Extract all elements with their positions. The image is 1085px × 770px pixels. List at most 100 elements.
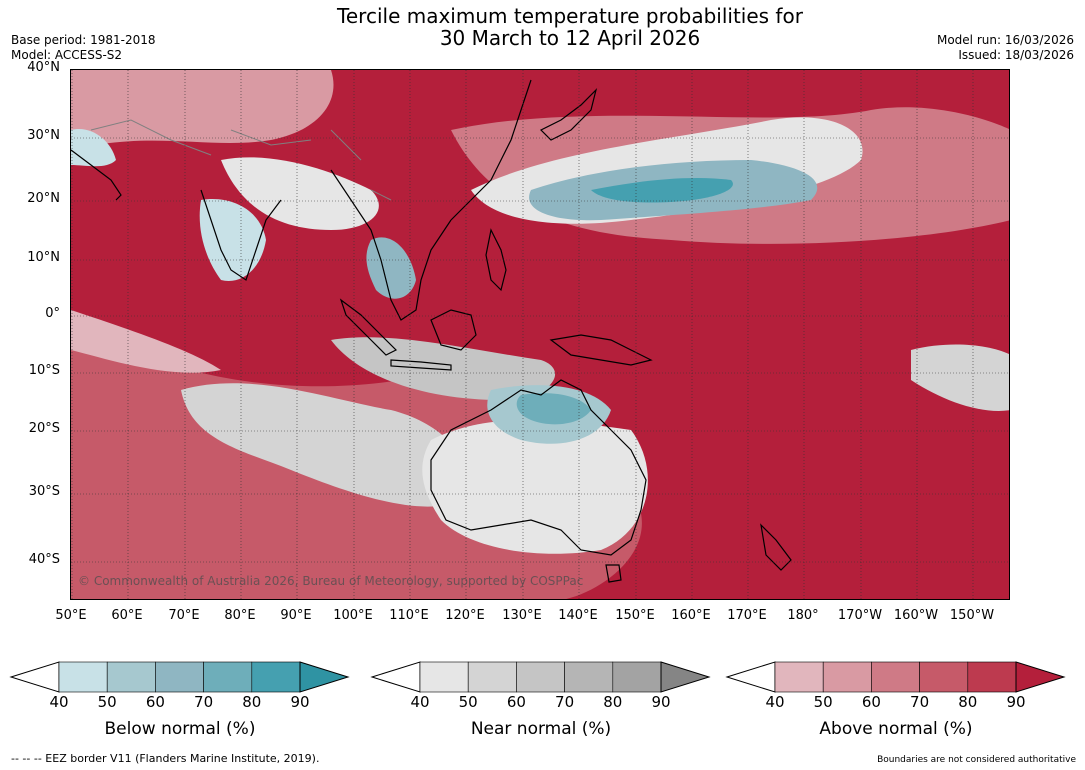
colorbar-below-segment <box>58 661 108 693</box>
title-line-1: Tercile maximum temperature probabilitie… <box>337 4 803 28</box>
lon-label: 80°E <box>224 608 256 623</box>
model-name: Model: ACCESS-S2 <box>11 48 123 62</box>
near-normal-region-south-indian <box>181 383 468 507</box>
lat-label: 40°S <box>28 552 60 567</box>
colorbar-near-tick: 40 <box>410 693 430 711</box>
near-normal-region-south-pacific <box>911 344 1009 411</box>
lon-label: 100°E <box>333 608 373 623</box>
colorbar-above-tick: 90 <box>1006 693 1026 711</box>
chart-title: Tercile maximum temperature probabilitie… <box>0 5 1085 49</box>
boundaries-note: Boundaries are not considered authoritat… <box>877 755 1076 765</box>
colorbar-below-tick: 80 <box>242 693 262 711</box>
lat-label: 20°S <box>28 421 60 436</box>
lat-label: 10°N <box>27 250 60 265</box>
colorbar-below-tick: 50 <box>97 693 117 711</box>
lon-label: 170°W <box>837 608 883 623</box>
near-normal-region-maritime <box>331 337 556 400</box>
colorbar-near-tick: 60 <box>506 693 526 711</box>
lat-label: 10°S <box>28 363 60 378</box>
coastline-philippines <box>485 228 507 292</box>
colorbar-above-low-extension <box>725 661 776 693</box>
eez-legend: -- -- -- EEZ border V11 (Flanders Marine… <box>11 752 320 765</box>
lat-label: 30°S <box>28 484 60 499</box>
colorbar-near-segment <box>564 661 614 693</box>
colorbar-near-segment <box>516 661 565 693</box>
coastline-sumatra <box>339 298 398 356</box>
colorbar-near-tick: 50 <box>458 693 478 711</box>
pale-red-region-indian <box>71 310 221 373</box>
coastline-china <box>450 79 532 221</box>
lon-label: 130°E <box>502 608 542 623</box>
coastline-arabia <box>71 149 122 201</box>
pale-red-region-asia <box>71 70 334 150</box>
colorbar-above-segment <box>774 661 824 693</box>
colorbar-near-segment <box>612 661 662 693</box>
below-normal-region-north-australia-core <box>516 393 591 425</box>
title-line-2: 30 March to 12 April 2026 <box>439 26 701 50</box>
lon-label: 150°E <box>615 608 655 623</box>
base-period: Base period: 1981-2018 <box>11 33 156 47</box>
lat-label: 0° <box>45 306 60 321</box>
lon-label: 160°E <box>671 608 711 623</box>
map-panel <box>70 69 1010 600</box>
colorbar-below-tick: 90 <box>290 693 310 711</box>
coastline-australia <box>430 379 647 556</box>
lon-label: 90°E <box>280 608 312 623</box>
colorbar-above-high-extension <box>1015 661 1066 693</box>
below-normal-region-arabia <box>71 129 116 167</box>
lon-label: 180° <box>787 608 819 623</box>
coastline-borneo <box>430 309 477 351</box>
lon-label: 110°E <box>389 608 429 623</box>
colorbar-above-segment <box>871 661 920 693</box>
issued-date: Issued: 18/03/2026 <box>958 48 1074 62</box>
colorbar-below-tick: 60 <box>145 693 165 711</box>
country-borders <box>90 119 392 201</box>
colorbar-below-tick: 70 <box>194 693 214 711</box>
near-normal-region-bay-of-bengal <box>221 157 379 230</box>
below-normal-region-india <box>199 199 266 281</box>
lat-label: 40°N <box>27 60 60 75</box>
colorbar-near-high-extension <box>660 661 711 693</box>
coastline-indochina <box>330 169 452 321</box>
colorbar-below-high-extension <box>299 661 350 693</box>
colorbar-near-segment <box>419 661 469 693</box>
colorbar-near-low-extension <box>370 661 421 693</box>
lon-label: 50°E <box>55 608 87 623</box>
lon-label: 170°E <box>727 608 767 623</box>
colorbar-above-segment <box>967 661 1017 693</box>
colorbar-near-tick: 70 <box>555 693 575 711</box>
colorbar-above-tick: 80 <box>958 693 978 711</box>
lon-label: 150°W <box>949 608 995 623</box>
coastline-java <box>390 359 452 371</box>
graticule <box>71 70 1009 599</box>
colorbar-near-tick: 80 <box>603 693 623 711</box>
colorbar-near-tick: 90 <box>651 693 671 711</box>
colorbar-above-tick: 40 <box>765 693 785 711</box>
colorbar-below-segment <box>155 661 204 693</box>
colorbar-label-near: Near normal (%) <box>470 719 612 739</box>
lat-label: 20°N <box>27 191 60 206</box>
lon-label: 120°E <box>445 608 485 623</box>
copyright-notice: © Commonwealth of Australia 2026, Bureau… <box>78 574 584 588</box>
coastline-india <box>200 189 282 281</box>
below-normal-region-pacific-core <box>591 178 733 203</box>
colorbar-label-above: Above normal (%) <box>819 719 973 739</box>
lon-label: 160°W <box>893 608 939 623</box>
colorbar-above-tick: 60 <box>861 693 881 711</box>
colorbar-below-segment <box>251 661 301 693</box>
colorbar-above-tick: 50 <box>813 693 833 711</box>
meta-left: Base period: 1981-2018 Model: ACCESS-S2 <box>11 33 156 63</box>
colorbar-below-tick: 40 <box>49 693 69 711</box>
coastline-new-guinea <box>549 334 653 366</box>
colorbar-above-segment <box>822 661 872 693</box>
meta-right: Model run: 16/03/2026 Issued: 18/03/2026 <box>937 33 1074 63</box>
coastline-tasmania <box>605 564 622 583</box>
probability-map <box>71 70 1009 599</box>
colorbar-above-segment <box>919 661 969 693</box>
model-run: Model run: 16/03/2026 <box>936 33 1074 47</box>
coastline-japan <box>539 88 598 141</box>
colorbar-below-segment <box>106 661 156 693</box>
colorbar-above-tick: 70 <box>910 693 930 711</box>
colorbar-label-below: Below normal (%) <box>104 719 256 739</box>
coastline-new-zealand <box>760 523 792 571</box>
